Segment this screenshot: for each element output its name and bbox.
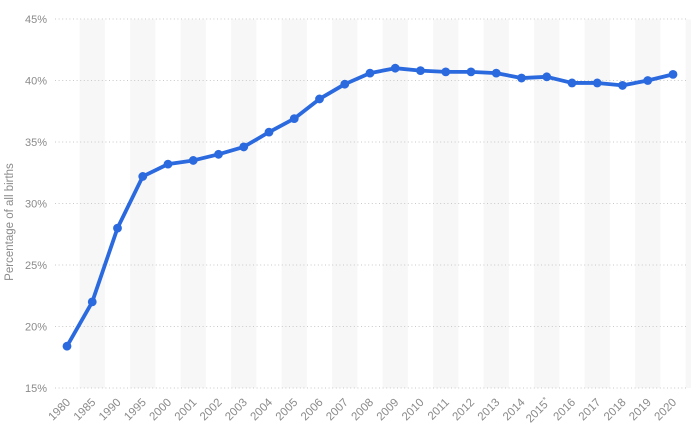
data-point-1985[interactable] (87, 297, 97, 307)
x-tick-label: 2001 (173, 397, 200, 424)
column-stripe (180, 19, 206, 388)
x-tick-label: 2005 (274, 397, 301, 424)
column-stripe (231, 19, 257, 388)
data-point-2004[interactable] (264, 127, 274, 137)
data-point-2013[interactable] (491, 68, 501, 78)
y-tick-label: 20% (25, 321, 47, 333)
data-point-2016[interactable] (567, 78, 577, 88)
y-axis-title: Percentage of all births (4, 163, 16, 281)
data-point-1990[interactable] (113, 223, 122, 233)
x-tick-label: 2009 (375, 397, 402, 424)
data-point-2012[interactable] (466, 67, 476, 77)
x-tick-label: 2003 (223, 397, 250, 424)
data-point-2001[interactable] (188, 156, 198, 165)
x-tick-label: 2006 (299, 397, 326, 424)
data-point-2009[interactable] (390, 63, 400, 73)
data-point-2005[interactable] (289, 114, 299, 124)
y-tick-label: 25% (25, 260, 47, 272)
column-stripe (130, 19, 156, 388)
x-tick-label: 2020 (653, 397, 680, 424)
x-tick-label: 2010 (400, 397, 427, 424)
x-tick-label: 2000 (148, 397, 175, 424)
x-tick-label: 1985 (72, 397, 99, 424)
data-points-layer (62, 63, 678, 351)
data-point-2002[interactable] (214, 149, 223, 159)
x-tick-label: 1995 (122, 397, 149, 424)
y-tick-label: 30% (25, 198, 47, 210)
y-tick-label: 35% (25, 137, 47, 149)
x-tick-label: 2013 (476, 397, 503, 424)
x-tick-label: 2007 (324, 397, 351, 424)
x-tick-label: 2018 (602, 397, 629, 424)
x-tick-label: 2008 (350, 397, 377, 424)
data-point-2019[interactable] (643, 76, 653, 85)
y-axis-tick-labels: 45% 40% 35% 30% 25% 20% 15% (25, 14, 47, 395)
y-tick-label: 40% (25, 75, 47, 87)
x-tick-label: 2017 (577, 397, 604, 424)
data-point-2003[interactable] (239, 142, 249, 152)
x-tick-label: 2004 (249, 396, 276, 423)
data-point-2007[interactable] (340, 79, 350, 89)
data-point-2006[interactable] (315, 94, 324, 104)
data-point-2011[interactable] (441, 67, 451, 77)
column-stripe (79, 19, 105, 388)
x-tick-label: 2011 (426, 397, 452, 423)
column-stripe (685, 19, 691, 388)
y-tick-label: 15% (25, 383, 47, 395)
data-point-2018[interactable] (618, 81, 627, 90)
data-point-2010[interactable] (416, 66, 425, 76)
x-axis-tick-labels: 1980198519901995200020012002200320042005… (47, 395, 680, 425)
x-tick-label: 2002 (198, 397, 225, 424)
x-tick-label: 2012 (451, 397, 478, 424)
data-point-2008[interactable] (365, 68, 375, 78)
x-tick-label: 2016 (552, 397, 579, 424)
data-point-2014[interactable] (517, 73, 526, 83)
x-tick-label: 2019 (627, 397, 654, 424)
data-point-2000[interactable] (163, 159, 173, 169)
y-tick-label: 45% (25, 14, 47, 26)
data-point-1995[interactable] (138, 172, 148, 181)
data-line (65, 66, 675, 349)
data-point-2020[interactable] (668, 69, 678, 79)
data-point-1980[interactable] (62, 341, 72, 351)
x-tick-label: 2014 (501, 396, 528, 423)
x-tick-label: 1980 (47, 397, 74, 424)
data-point-2015[interactable] (542, 72, 552, 82)
x-tick-label: 2015* (523, 395, 553, 425)
x-tick-label: 1990 (97, 397, 124, 424)
gridlines-layer (55, 18, 687, 389)
data-point-2017[interactable] (592, 78, 602, 88)
